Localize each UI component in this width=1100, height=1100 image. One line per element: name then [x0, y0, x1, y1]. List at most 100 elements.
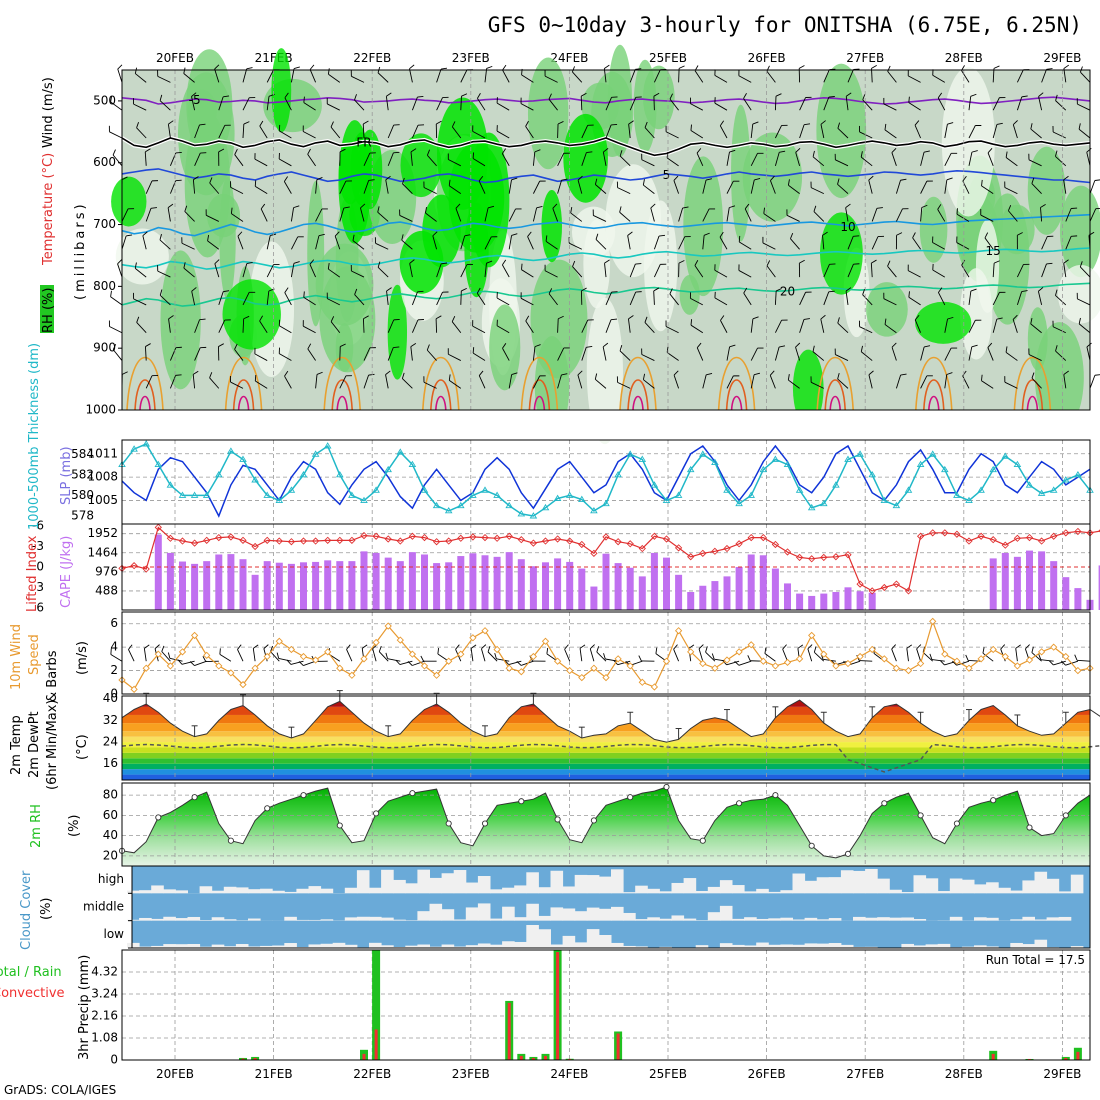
wind-barb-flag — [813, 205, 817, 212]
wind-barb — [387, 124, 395, 139]
wind-barb — [520, 103, 534, 111]
wind-barb-flag — [884, 123, 887, 130]
wind-barb-flag — [134, 262, 137, 269]
wind-barb-flag — [908, 96, 910, 103]
cloud-mid-bar — [623, 912, 636, 921]
thickness-marker — [711, 458, 719, 465]
wind-barb-flag — [853, 235, 860, 237]
bottom-date-axis: 20FEB 21FEB 22FEB 23FEB 24FEB 25FEB 26FEB 27FEB… — [156, 1067, 1081, 1081]
thickness-ylabel: 1000-500mb Thickness (dm) — [27, 343, 42, 530]
wind-barb-flag — [352, 234, 355, 241]
cape-bar — [384, 557, 392, 610]
cloud-low-bar — [1070, 946, 1084, 948]
wind-speed-marker — [142, 664, 150, 672]
cloud-high-bar — [296, 888, 309, 894]
cloud-low-bar — [272, 945, 285, 948]
wind-barb — [714, 75, 728, 83]
wind-barb — [845, 96, 849, 111]
wind-barb — [837, 128, 849, 139]
thickness-marker — [469, 491, 477, 498]
wind-barb — [1078, 323, 1091, 334]
wind-barb — [871, 68, 873, 83]
cloud-mid-bar — [538, 915, 551, 921]
wind-barb-flag — [845, 287, 852, 292]
wind-barb — [330, 321, 341, 334]
wind-barb — [218, 96, 224, 111]
wind-barb-flag — [696, 148, 702, 154]
wind-barb-flag — [666, 151, 669, 158]
wind-barb — [327, 103, 341, 111]
wind-barb — [399, 660, 413, 665]
wind-barb-flag — [437, 647, 440, 655]
cape-bar — [602, 553, 610, 610]
cloud-low-bar — [139, 946, 152, 948]
rh-marker — [990, 797, 997, 804]
lifted-marker — [941, 529, 949, 537]
wind-barb — [401, 239, 413, 250]
cloud-high-bar — [550, 870, 564, 894]
wind-barb-flag — [666, 346, 669, 353]
lifted-marker — [795, 553, 804, 562]
wind-barb — [820, 124, 825, 139]
wind-barb-flag — [159, 234, 162, 241]
wind-barb-flag — [260, 203, 266, 210]
rh-legend-swatch — [40, 285, 54, 333]
wind-barb — [906, 648, 909, 662]
wind-speed-marker — [396, 636, 404, 644]
lifted-marker — [142, 565, 150, 573]
lifted-marker — [408, 532, 417, 540]
wind-barb-flag — [161, 645, 165, 652]
wind-barb — [307, 348, 316, 361]
slp-tick-label: 1011 — [87, 446, 118, 460]
cape-bar — [179, 561, 186, 610]
wind-barb — [484, 68, 488, 83]
rh-marker — [881, 800, 888, 807]
cloud-high-bar — [393, 879, 406, 894]
isotherm-label: 20 — [780, 285, 795, 299]
wind-barb — [1005, 351, 1018, 361]
wind-barb — [629, 291, 637, 306]
wind-barb-flag — [752, 121, 759, 125]
wind-barb-flag — [167, 652, 171, 659]
cloud-low-bar — [961, 946, 975, 948]
wind-barb — [487, 651, 498, 662]
wind-barb-flag — [1079, 66, 1083, 73]
wind-barb-flag — [937, 92, 943, 99]
wind-barb-flag — [461, 93, 468, 97]
wind-barb — [581, 347, 587, 361]
wind-barb — [237, 236, 244, 250]
rh-tick-label: 80 — [103, 788, 118, 802]
wind-barb — [354, 99, 365, 111]
cloud-mid-bar — [877, 917, 890, 921]
wind-barb — [1052, 131, 1066, 139]
wind-barb — [702, 179, 707, 194]
lifted-marker — [578, 540, 586, 549]
wind-barb — [552, 208, 559, 222]
cloud-mid-bar — [526, 903, 539, 921]
wind-speed-marker — [662, 657, 671, 665]
wind-barb-flag — [516, 660, 522, 666]
wind-barb-flag — [409, 64, 415, 70]
wind-barb — [266, 290, 270, 305]
wind-barb — [847, 69, 854, 83]
wind-barb-flag — [603, 148, 609, 153]
wind-barb-flag — [752, 316, 759, 320]
wind-barb — [363, 180, 370, 194]
wind-barb — [912, 237, 921, 250]
wind-barb — [110, 296, 123, 306]
wind-barb — [157, 270, 171, 278]
wind-barb — [1016, 291, 1023, 306]
cloud-high-bar — [514, 885, 527, 894]
isotherm-line — [121, 213, 1091, 237]
wind-barb — [496, 297, 510, 306]
cloud-mid-bar — [659, 918, 672, 921]
wind-barb — [641, 159, 655, 167]
thickness-marker — [142, 440, 150, 447]
lifted-tick-label: -6 — [32, 519, 44, 533]
wind-barb-flag — [385, 370, 391, 375]
thickness-marker — [820, 499, 828, 507]
thickness-marker — [130, 445, 138, 452]
wind-barb — [109, 326, 123, 334]
wind-barb-flag — [502, 343, 507, 349]
